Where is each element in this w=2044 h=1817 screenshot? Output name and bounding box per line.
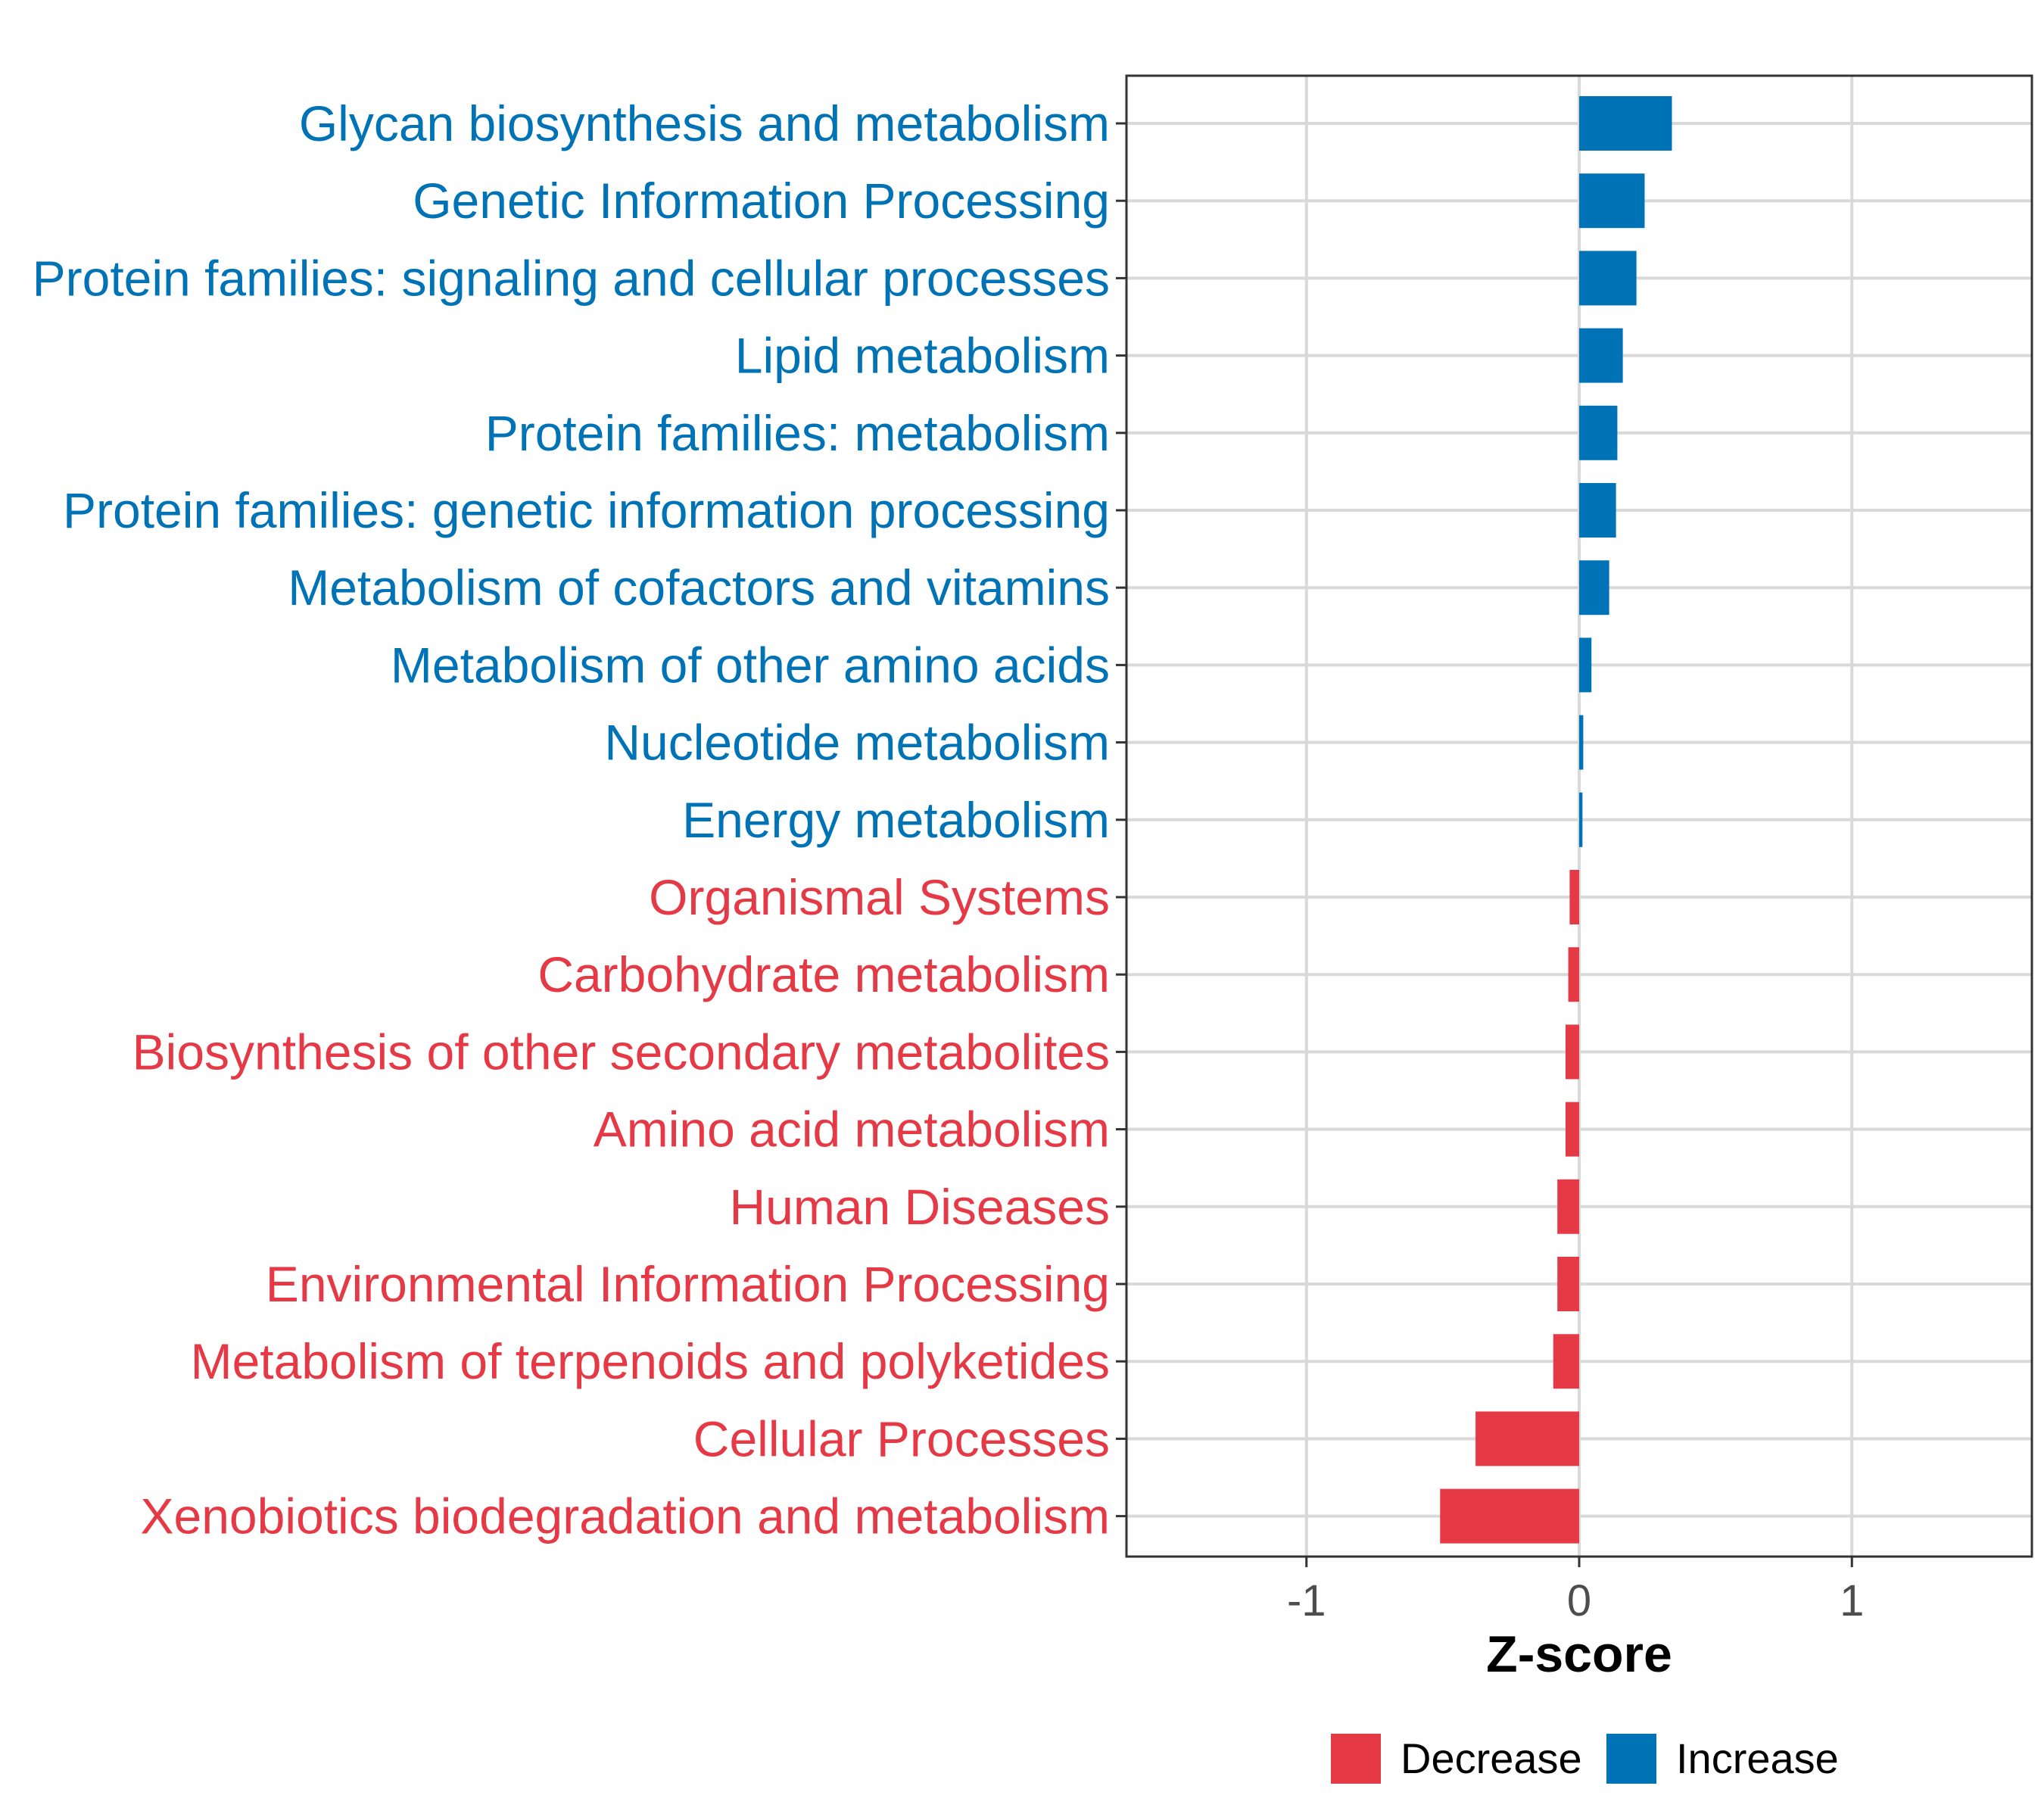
bar <box>1565 1024 1579 1080</box>
category-label: Genetic Information Processing <box>413 173 1110 229</box>
bars <box>1440 96 1672 1544</box>
bar <box>1565 1102 1579 1157</box>
bar <box>1440 1488 1579 1544</box>
category-label: Carbohydrate metabolism <box>537 946 1110 1002</box>
category-label: Protein families: metabolism <box>485 405 1110 461</box>
category-labels: Glycan biosynthesis and metabolism Geneti… <box>33 95 1110 1544</box>
y-axis-ticks <box>1116 122 1126 1518</box>
category-label: Protein families: signaling and cellular… <box>33 250 1110 306</box>
category-label: Biosynthesis of other secondary metaboli… <box>132 1024 1110 1080</box>
bar <box>1579 251 1637 306</box>
bar <box>1557 1179 1579 1234</box>
category-label: Protein families: genetic information pr… <box>63 482 1110 538</box>
category-label: Xenobiotics biodegradation and metabolis… <box>141 1488 1111 1544</box>
bar <box>1579 715 1584 770</box>
bar <box>1568 947 1579 1002</box>
category-label: Organismal Systems <box>649 869 1110 925</box>
bar <box>1569 870 1579 924</box>
category-label: Amino acid metabolism <box>594 1102 1110 1158</box>
category-label: Environmental Information Processing <box>266 1256 1110 1312</box>
category-label: Metabolism of cofactors and vitamins <box>288 559 1110 616</box>
bar <box>1579 405 1618 460</box>
category-label: Metabolism of terpenoids and polyketides <box>191 1333 1110 1389</box>
legend-label-decrease: Decrease <box>1401 1734 1582 1782</box>
bar <box>1579 173 1645 229</box>
bar <box>1579 328 1623 383</box>
bar <box>1579 792 1583 847</box>
legend-swatch-increase <box>1606 1734 1656 1784</box>
bar <box>1557 1257 1579 1311</box>
bar <box>1579 483 1616 538</box>
bar <box>1475 1411 1579 1466</box>
x-axis-title: Z-score <box>1486 1625 1672 1683</box>
x-tick-label: 0 <box>1567 1576 1591 1625</box>
legend: Decrease Increase <box>1331 1734 1839 1784</box>
legend-swatch-decrease <box>1331 1734 1381 1784</box>
bar <box>1579 560 1609 616</box>
x-tick-label: -1 <box>1287 1576 1326 1625</box>
x-tick-label: 1 <box>1840 1576 1864 1625</box>
x-axis-ticks: -1 0 1 <box>1287 1557 1864 1625</box>
category-label: Nucleotide metabolism <box>604 715 1110 771</box>
legend-label-increase: Increase <box>1676 1734 1839 1782</box>
category-label: Glycan biosynthesis and metabolism <box>299 95 1110 151</box>
category-label: Cellular Processes <box>693 1410 1110 1466</box>
bar <box>1579 637 1592 693</box>
category-label: Energy metabolism <box>682 792 1110 848</box>
bar <box>1579 96 1672 151</box>
category-label: Human Diseases <box>729 1179 1110 1235</box>
category-label: Metabolism of other amino acids <box>391 637 1110 693</box>
category-label: Lipid metabolism <box>735 328 1110 384</box>
bar <box>1553 1334 1579 1389</box>
